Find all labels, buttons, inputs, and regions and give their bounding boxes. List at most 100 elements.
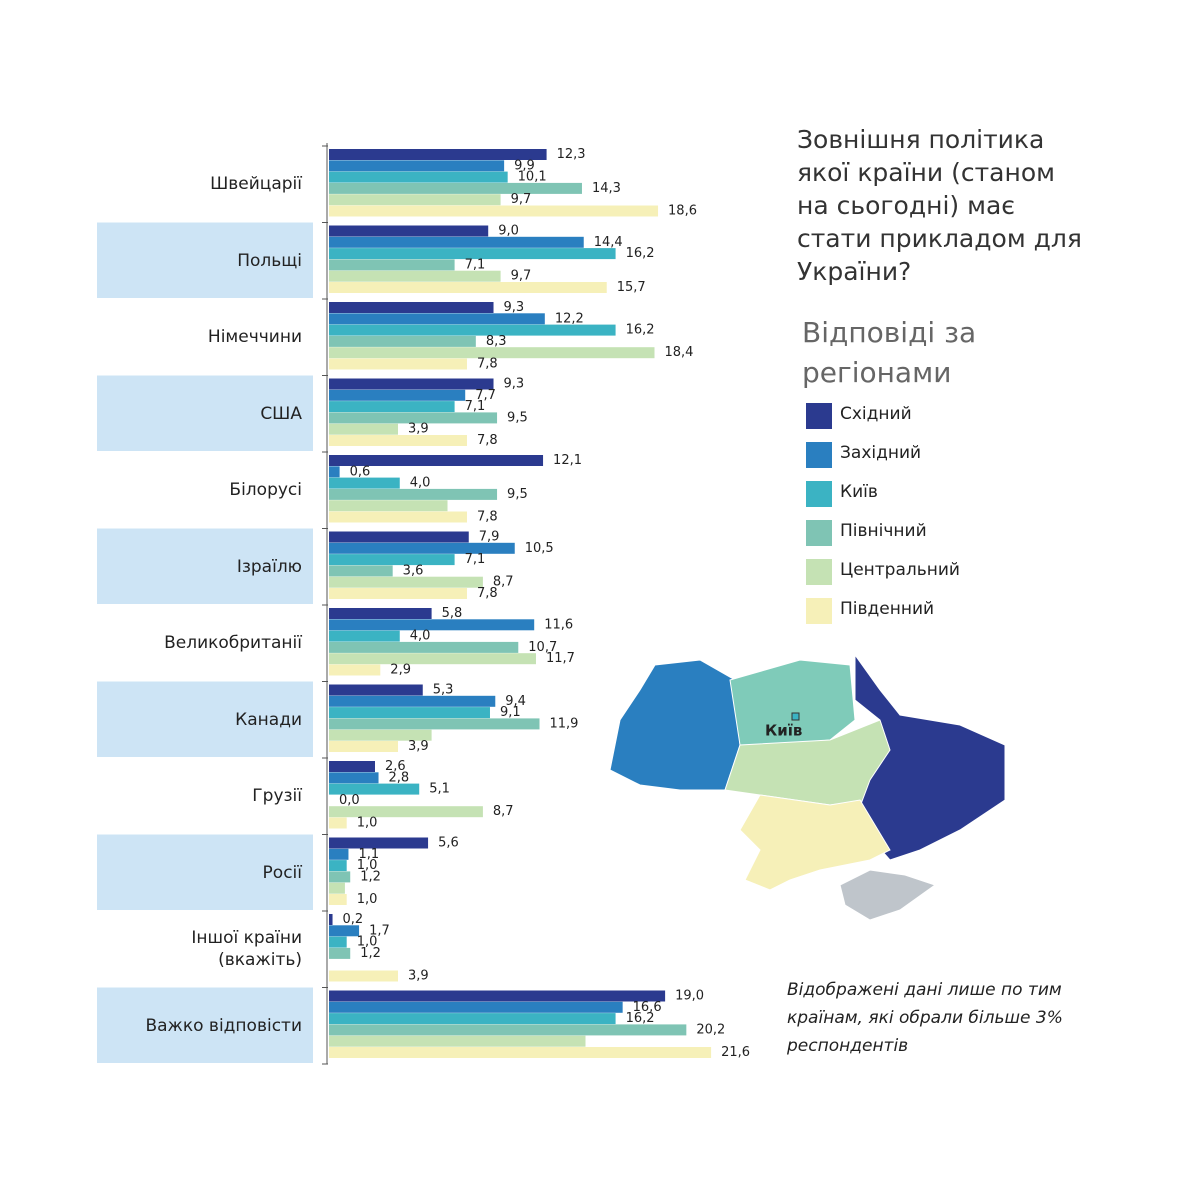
value-label: 7,8 (477, 357, 498, 372)
value-label: 8,7 (493, 804, 514, 819)
bar (329, 761, 375, 772)
bar (329, 313, 545, 325)
value-label: 18,6 (668, 204, 697, 219)
value-label: 0,0 (339, 793, 360, 808)
bar (329, 531, 469, 543)
note: Відображені дані лише по тим країнам, як… (787, 980, 1063, 1056)
value-label: 14,4 (594, 235, 623, 250)
bar (329, 1013, 616, 1025)
category-band (97, 528, 313, 604)
bar (329, 282, 607, 293)
value-label: 8,3 (486, 334, 507, 349)
bar (329, 695, 496, 707)
map-region (739, 794, 891, 891)
category-band (97, 681, 313, 757)
value-label: 7,7 (475, 388, 496, 403)
bar (329, 324, 616, 336)
category-band (97, 222, 313, 298)
value-label: 5,3 (433, 683, 454, 698)
category-band (97, 375, 313, 451)
value-label: 9,3 (504, 377, 525, 392)
value-label: 9,4 (505, 694, 526, 709)
value-label: 11,9 (550, 716, 579, 731)
bar (329, 378, 494, 390)
bar (329, 302, 494, 313)
y-tick-label: Важко відповісти (145, 1015, 302, 1036)
bar (329, 335, 476, 347)
value-label: 5,8 (442, 606, 463, 621)
bar (329, 664, 381, 676)
value-label: 10,5 (525, 541, 554, 556)
bar (329, 684, 423, 696)
bar (329, 1035, 586, 1047)
value-label: 1,2 (360, 946, 381, 961)
y-tick-label: Білорусі (229, 480, 302, 501)
map-marker (791, 712, 800, 721)
bar (329, 236, 584, 248)
bar (329, 914, 333, 925)
bar (329, 565, 393, 577)
legend-swatch (806, 481, 832, 507)
value-label: 2,9 (390, 663, 411, 678)
bar (329, 817, 347, 829)
bar (329, 554, 455, 566)
bar (329, 925, 360, 937)
y-tick-label: Грузії (252, 786, 302, 807)
value-label: 9,9 (514, 158, 535, 173)
value-label: 7,9 (479, 530, 500, 545)
bar (329, 860, 347, 872)
value-label: 7,1 (465, 399, 486, 414)
value-label: 1,0 (357, 816, 378, 831)
bar (329, 488, 498, 500)
bar (329, 588, 467, 599)
bar (329, 542, 515, 554)
y-tick-label: Німеччини (207, 327, 302, 348)
bar (329, 435, 467, 446)
value-label: 15,7 (617, 280, 646, 295)
value-label: 7,8 (477, 586, 498, 601)
bar (329, 500, 448, 512)
value-label: 9,5 (507, 487, 528, 502)
bar (329, 477, 400, 489)
legend-swatch (806, 403, 832, 429)
legend-swatch (806, 442, 832, 468)
value-label: 12,3 (557, 147, 586, 162)
legend-swatch (806, 559, 832, 585)
value-label: 4,0 (410, 476, 431, 491)
bar (329, 171, 508, 183)
bar (329, 653, 536, 665)
map-region (854, 653, 1006, 861)
bar (329, 576, 483, 588)
value-label: 1,0 (357, 935, 378, 950)
bar (329, 806, 483, 818)
value-label: 7,1 (465, 257, 486, 272)
bar (329, 894, 347, 905)
legend-label: Північний (840, 521, 927, 541)
bar (329, 259, 455, 271)
bar (329, 837, 429, 849)
bar (329, 1001, 623, 1013)
value-label: 2,6 (385, 759, 406, 774)
value-label: 3,9 (408, 739, 429, 754)
value-label: 16,2 (626, 246, 655, 261)
bar (329, 248, 616, 260)
value-label: 11,7 (546, 651, 575, 666)
value-label: 1,7 (369, 923, 390, 938)
bar (329, 225, 489, 237)
bar (329, 718, 540, 730)
value-label: 5,6 (438, 836, 459, 851)
y-tick-label: Польщі (237, 250, 302, 271)
bar (329, 511, 467, 523)
bar (329, 205, 659, 217)
bar (329, 389, 466, 401)
y-tick-label: Великобританії (164, 633, 302, 654)
bar (329, 423, 398, 435)
value-label: 9,7 (511, 192, 532, 207)
value-label: 0,2 (343, 912, 364, 927)
value-label: 3,9 (408, 422, 429, 437)
value-label: 14,3 (592, 181, 621, 196)
value-label: 10,7 (528, 640, 557, 655)
bar (329, 707, 490, 719)
bar (329, 783, 420, 795)
